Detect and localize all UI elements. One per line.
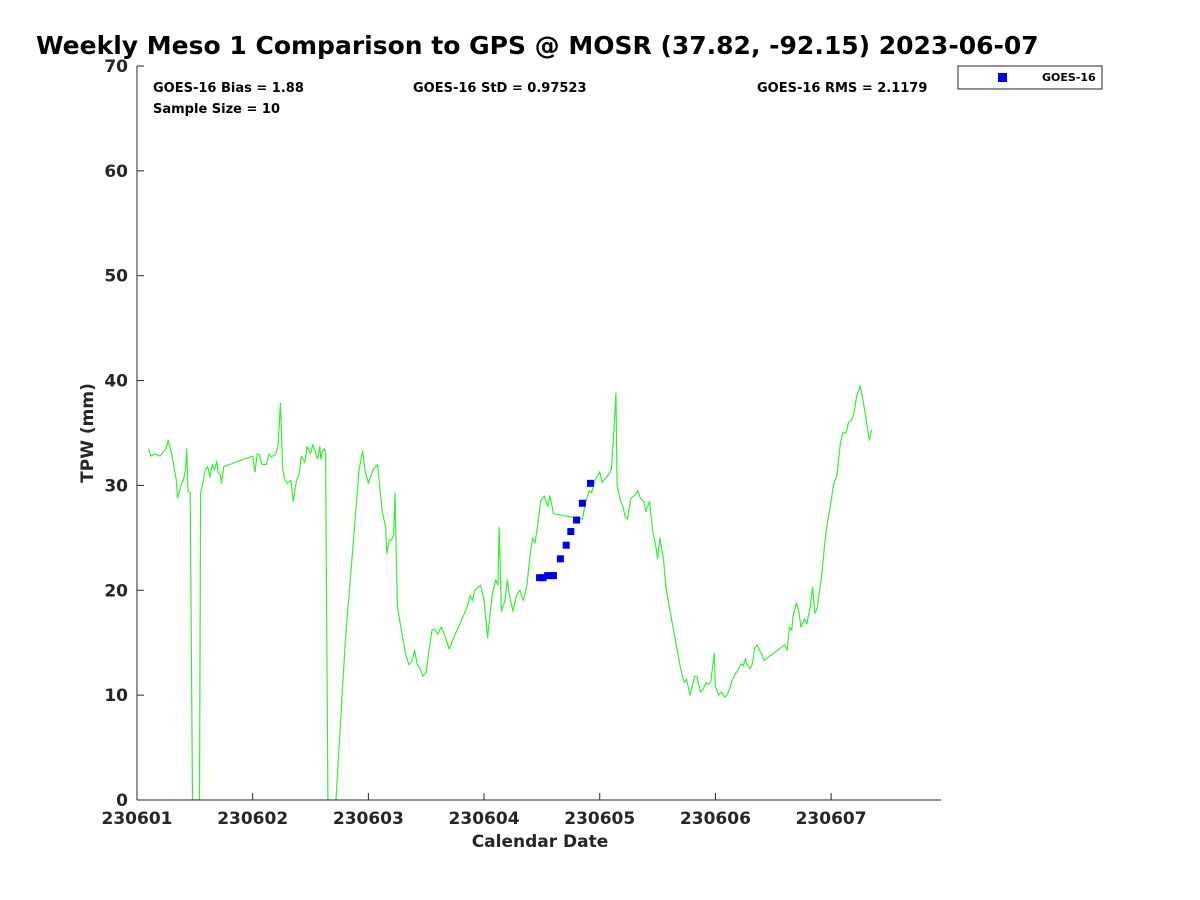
y-tick-label: 20	[104, 581, 128, 601]
goes-16-point	[567, 528, 575, 536]
goes-16-point	[556, 555, 564, 563]
x-tick-label: 230605	[564, 809, 635, 829]
y-tick-label: 60	[104, 162, 128, 182]
x-tick-label: 230607	[796, 809, 867, 829]
gps-tpw-line	[148, 385, 873, 800]
legend-box	[957, 65, 1103, 90]
y-tick-label: 10	[104, 686, 128, 706]
legend: GOES-16	[957, 65, 1103, 90]
std-stat: GOES-16 StD = 0.97523	[413, 81, 587, 96]
x-ticks: 230601 230602 230603 230604 230605 230606 2306…	[102, 793, 867, 829]
x-tick-label: 230602	[217, 809, 288, 829]
goes-16-point	[544, 572, 552, 580]
plot-frame-bg	[137, 66, 941, 800]
x-tick-label: 230601	[102, 809, 173, 829]
y-tick-label: 40	[104, 372, 128, 392]
y-tick-label: 70	[104, 57, 128, 77]
goes-16-point	[549, 572, 557, 580]
y-tick-label: 0	[116, 791, 128, 811]
chart-title: Weekly Meso 1 Comparison to GPS @ MOSR (…	[36, 31, 1039, 60]
x-tick-label: 230606	[680, 809, 751, 829]
goes-16-point	[562, 541, 570, 549]
rms-stat: GOES-16 RMS = 2.1179	[757, 81, 927, 96]
y-ticks: 0 10 20 30 40 50 60 70	[104, 57, 144, 811]
series-layer	[148, 385, 873, 800]
goes-16-point	[573, 516, 581, 524]
goes-16-point	[539, 574, 547, 582]
legend-marker-goes-16	[998, 73, 1007, 82]
plot-area: 0 10 20 30 40 50 60 70 230601 230602 230603 230604…	[102, 57, 941, 829]
bias-stat: GOES-16 Bias = 1.88	[153, 81, 304, 96]
sample-size-stat: Sample Size = 10	[153, 102, 280, 117]
x-tick-label: 230604	[449, 809, 520, 829]
x-axis-label: Calendar Date	[472, 832, 609, 852]
goes-16-point	[578, 499, 586, 507]
x-tick-label: 230603	[333, 809, 404, 829]
y-tick-label: 30	[104, 476, 128, 496]
y-tick-label: 50	[104, 267, 128, 287]
goes-16-point	[586, 479, 594, 487]
y-axis-label: TPW (mm)	[78, 383, 98, 483]
legend-label-goes-16: GOES-16	[1042, 71, 1096, 84]
